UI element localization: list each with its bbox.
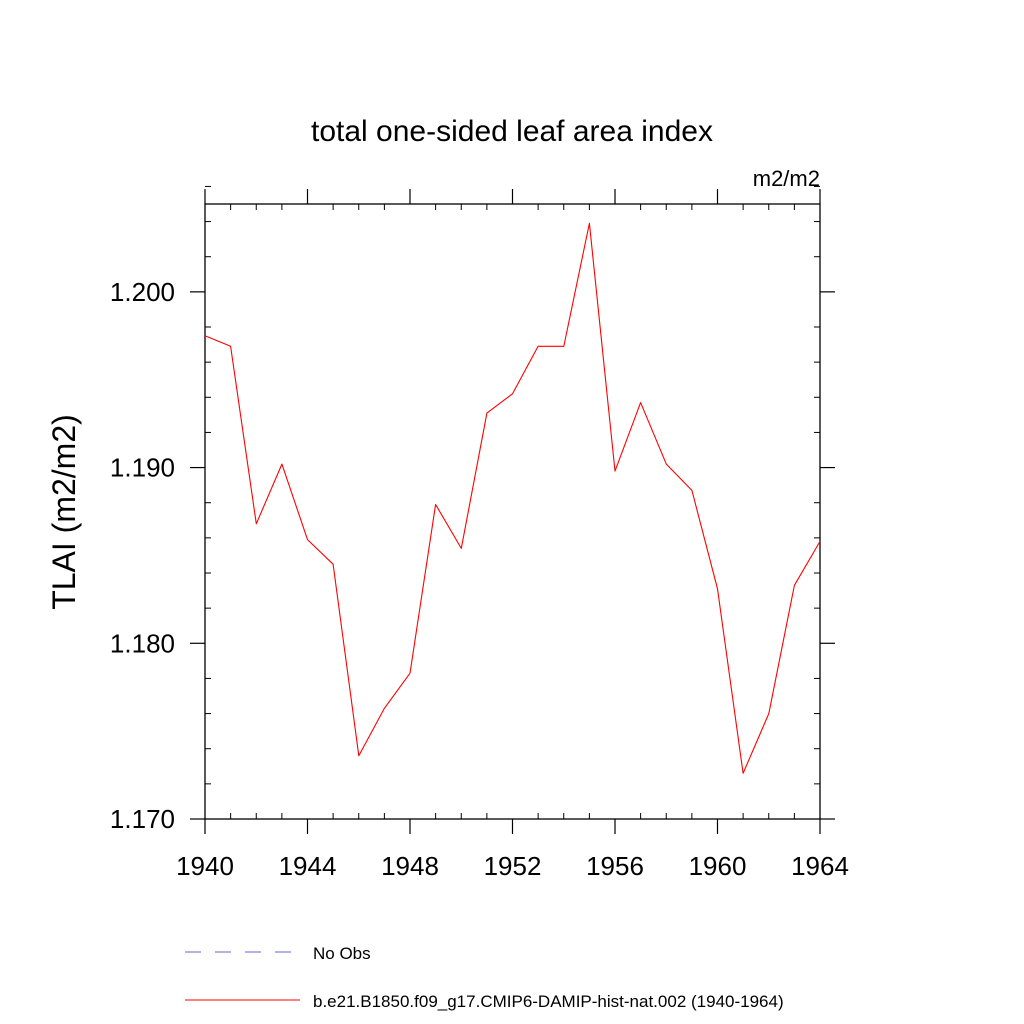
data-point (561, 343, 567, 349)
data-point (228, 343, 234, 349)
data-point (586, 220, 592, 226)
data-point (791, 582, 797, 588)
x-tick-label: 1956 (586, 851, 644, 881)
x-tick-label: 1948 (381, 851, 439, 881)
series-layer (202, 220, 823, 776)
data-point (766, 711, 772, 717)
data-point (356, 753, 362, 759)
data-point (535, 343, 541, 349)
legend: No Obs b.e21.B1850.f09_g17.CMIP6-DAMIP-hi… (185, 944, 784, 1011)
plot-frame (204, 203, 821, 820)
x-tick-label: 1952 (484, 851, 542, 881)
y-tick-label: 1.190 (110, 453, 175, 483)
data-point (510, 391, 516, 397)
y-tick-labels: 1.170 1.180 1.190 1.200 (110, 277, 175, 834)
data-point (279, 461, 285, 467)
data-point (253, 521, 259, 527)
data-point (484, 410, 490, 416)
data-point (689, 487, 695, 493)
data-point (330, 561, 336, 567)
data-point (612, 468, 618, 474)
data-point (381, 705, 387, 711)
data-point (663, 461, 669, 467)
data-point (407, 670, 413, 676)
y-axis-label: TLAI (m2/m2) (46, 414, 82, 610)
x-tick-label: 1964 (791, 851, 849, 881)
x-tick-label: 1940 (176, 851, 234, 881)
data-point (715, 586, 721, 592)
legend-label: b.e21.B1850.f09_g17.CMIP6-DAMIP-hist-nat… (313, 992, 784, 1011)
data-point (202, 333, 208, 339)
x-tick-label: 1944 (279, 851, 337, 881)
y-tick-label: 1.180 (110, 628, 175, 658)
legend-label: No Obs (313, 944, 371, 963)
x-tick-label: 1960 (689, 851, 747, 881)
data-point (305, 537, 311, 543)
data-point (638, 400, 644, 406)
chart-title: total one-sided leaf area index (311, 115, 713, 148)
units-label: m2/m2 (753, 166, 820, 191)
data-point (458, 545, 464, 551)
y-tick-label: 1.170 (110, 804, 175, 834)
axis-ticks (190, 185, 835, 834)
y-tick-label: 1.200 (110, 277, 175, 307)
x-tick-labels: 1940 1944 1948 1952 1956 1960 1964 (176, 851, 849, 881)
series-line (204, 222, 821, 774)
data-point (817, 538, 823, 544)
data-point (433, 501, 439, 507)
data-point (740, 770, 746, 776)
